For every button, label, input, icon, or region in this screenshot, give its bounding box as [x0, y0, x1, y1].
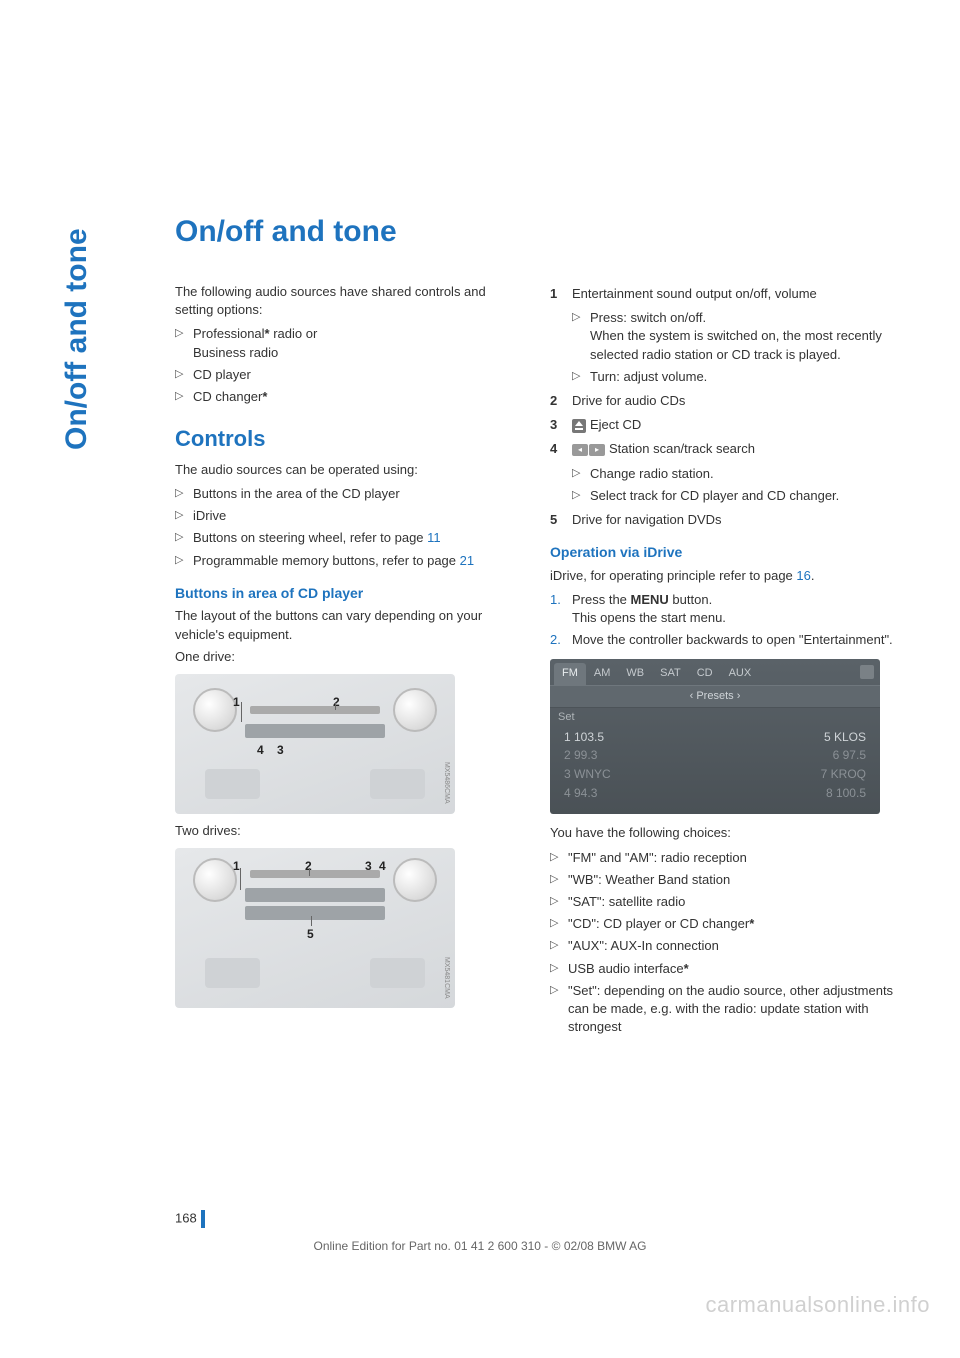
- controls-intro: The audio sources can be operated using:: [175, 461, 520, 479]
- tab-sat: SAT: [652, 663, 689, 684]
- list-item: Change radio station.: [572, 465, 895, 483]
- star-icon: *: [262, 389, 267, 404]
- list-item: 2. Move the controller backwards to open…: [550, 631, 895, 649]
- choices-intro: You have the following choices:: [550, 824, 895, 842]
- list-item: Professional* radio or Business radio: [175, 325, 520, 361]
- sources-list: Professional* radio or Business radio CD…: [175, 325, 520, 406]
- page-bar-icon: [201, 1210, 205, 1228]
- tab-aux: AUX: [721, 663, 760, 684]
- watermark: carmanualsonline.info: [705, 1292, 930, 1318]
- audio-icon: [860, 665, 874, 679]
- list-item: Select track for CD player and CD change…: [572, 487, 895, 505]
- list-item: 1 Entertainment sound output on/off, vol…: [550, 285, 895, 386]
- content-area: On/off and tone The following audio sour…: [175, 215, 895, 1042]
- list-item: iDrive: [175, 507, 520, 525]
- figure-one-drive: 1 2 4 3 MX5486CMA: [175, 674, 455, 814]
- page-title: On/off and tone: [175, 215, 895, 249]
- list-item: Programmable memory buttons, refer to pa…: [175, 552, 520, 570]
- list-item: 5 Drive for navigation DVDs: [550, 511, 895, 529]
- list-item: "WB": Weather Band station: [550, 871, 895, 889]
- right-column: 1 Entertainment sound output on/off, vol…: [550, 279, 895, 1042]
- screen-set: Set: [550, 708, 880, 727]
- left-column: The following audio sources have shared …: [175, 279, 520, 1042]
- list-item: "AUX": AUX-In connection: [550, 937, 895, 955]
- list-item: 2 Drive for audio CDs: [550, 392, 895, 410]
- idrive-heading: Operation via iDrive: [550, 543, 895, 563]
- one-drive-label: One drive:: [175, 648, 520, 666]
- screen-row: 3 WNYC7 KROQ: [550, 765, 880, 784]
- list-item: "Set": depending on the audio source, ot…: [550, 982, 895, 1037]
- two-drives-label: Two drives:: [175, 822, 520, 840]
- star-icon: *: [684, 961, 689, 976]
- figure-code: MX5486CMA: [441, 762, 451, 804]
- screen-presets: ‹ Presets ›: [550, 685, 880, 708]
- figure-two-drives: 1 2 3 4 5 MX5481CMA: [175, 848, 455, 1008]
- footer-text: Online Edition for Part no. 01 41 2 600 …: [0, 1239, 960, 1253]
- list-item: 1. Press the MENU button. This opens the…: [550, 591, 895, 627]
- list-item: "SAT": satellite radio: [550, 893, 895, 911]
- list-item: "FM" and "AM": radio reception: [550, 849, 895, 867]
- list-item: Press: switch on/off. When the system is…: [572, 309, 895, 364]
- scan-icon: ◂▸: [572, 444, 605, 456]
- tab-cd: CD: [689, 663, 721, 684]
- controls-heading: Controls: [175, 424, 520, 455]
- numbered-list: 1 Entertainment sound output on/off, vol…: [550, 285, 895, 529]
- page-link[interactable]: 16: [796, 568, 810, 583]
- figure-code: MX5481CMA: [441, 957, 451, 999]
- buttons-heading: Buttons in area of CD player: [175, 584, 520, 604]
- page-link[interactable]: 11: [427, 530, 441, 545]
- screen-row: 1 103.55 KLOS: [550, 728, 880, 747]
- choices-list: "FM" and "AM": radio reception "WB": Wea…: [550, 849, 895, 1037]
- list-item: CD player: [175, 366, 520, 384]
- list-item: 3 Eject CD: [550, 416, 895, 434]
- list-item: CD changer*: [175, 388, 520, 406]
- eject-icon: [572, 419, 586, 433]
- idrive-screen: FM AM WB SAT CD AUX ‹ Presets › Set 1 10…: [550, 659, 880, 814]
- intro-text: The following audio sources have shared …: [175, 283, 520, 319]
- list-item: Buttons on steering wheel, refer to page…: [175, 529, 520, 547]
- tab-fm: FM: [554, 663, 586, 684]
- list-item: Buttons in the area of the CD player: [175, 485, 520, 503]
- list-item: USB audio interface*: [550, 960, 895, 978]
- page: On/off and tone On/off and tone The foll…: [0, 0, 960, 1358]
- screen-row: 4 94.38 100.5: [550, 784, 880, 803]
- side-tab-title: On/off and tone: [60, 228, 94, 450]
- page-link[interactable]: 21: [460, 553, 474, 568]
- tab-am: AM: [586, 663, 619, 684]
- list-item: "CD": CD player or CD changer*: [550, 915, 895, 933]
- buttons-intro: The layout of the buttons can vary depen…: [175, 607, 520, 643]
- screen-row: 2 99.36 97.5: [550, 746, 880, 765]
- list-item: Turn: adjust volume.: [572, 368, 895, 386]
- screen-tabs: FM AM WB SAT CD AUX: [550, 659, 880, 684]
- tab-wb: WB: [618, 663, 652, 684]
- columns: The following audio sources have shared …: [175, 279, 895, 1042]
- page-number: 168: [175, 1210, 205, 1228]
- star-icon: *: [749, 916, 754, 931]
- list-item: 4 ◂▸Station scan/track search Change rad…: [550, 440, 895, 505]
- controls-list: Buttons in the area of the CD player iDr…: [175, 485, 520, 570]
- idrive-intro: iDrive, for operating principle refer to…: [550, 567, 895, 585]
- idrive-steps: 1. Press the MENU button. This opens the…: [550, 591, 895, 650]
